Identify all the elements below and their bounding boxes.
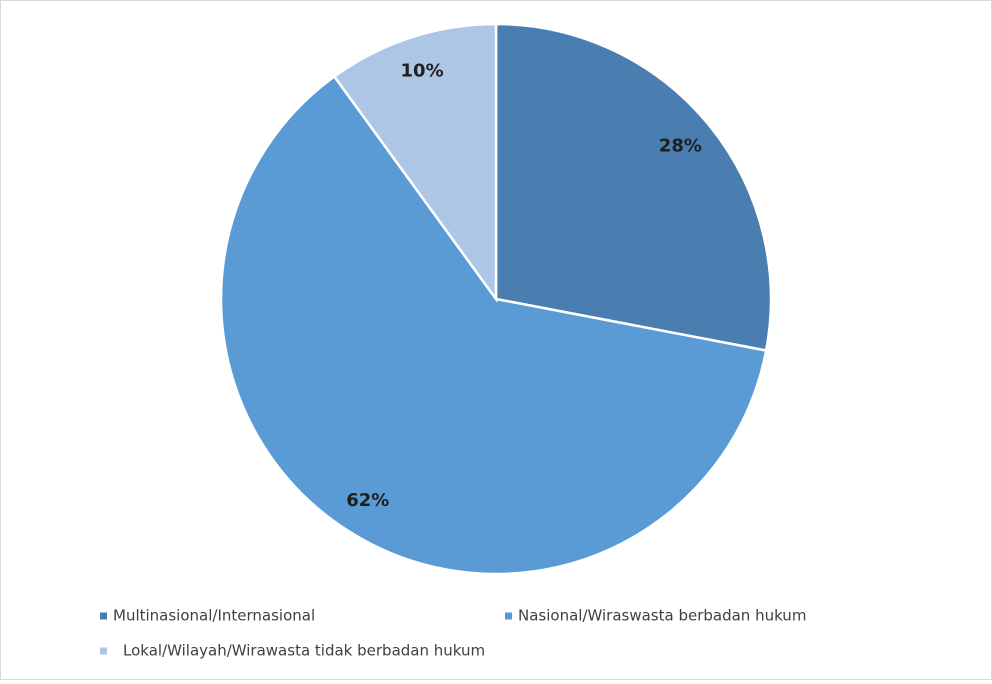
legend-label: Multinasional/Internasional — [113, 607, 315, 625]
legend-label: Nasional/Wiraswasta berbadan hukum — [518, 607, 806, 625]
legend-label: Lokal/Wilayah/Wirawasta tidak berbadan h… — [123, 642, 485, 660]
data-label: 62% — [346, 490, 389, 511]
legend-marker — [100, 612, 107, 620]
data-label: 10% — [401, 60, 444, 81]
pie-slice — [494, 22, 773, 352]
legend-marker — [505, 612, 512, 620]
data-label: 28% — [659, 135, 702, 156]
legend-marker — [100, 647, 107, 655]
pie-slice — [219, 74, 768, 576]
pie-slice — [332, 22, 498, 303]
